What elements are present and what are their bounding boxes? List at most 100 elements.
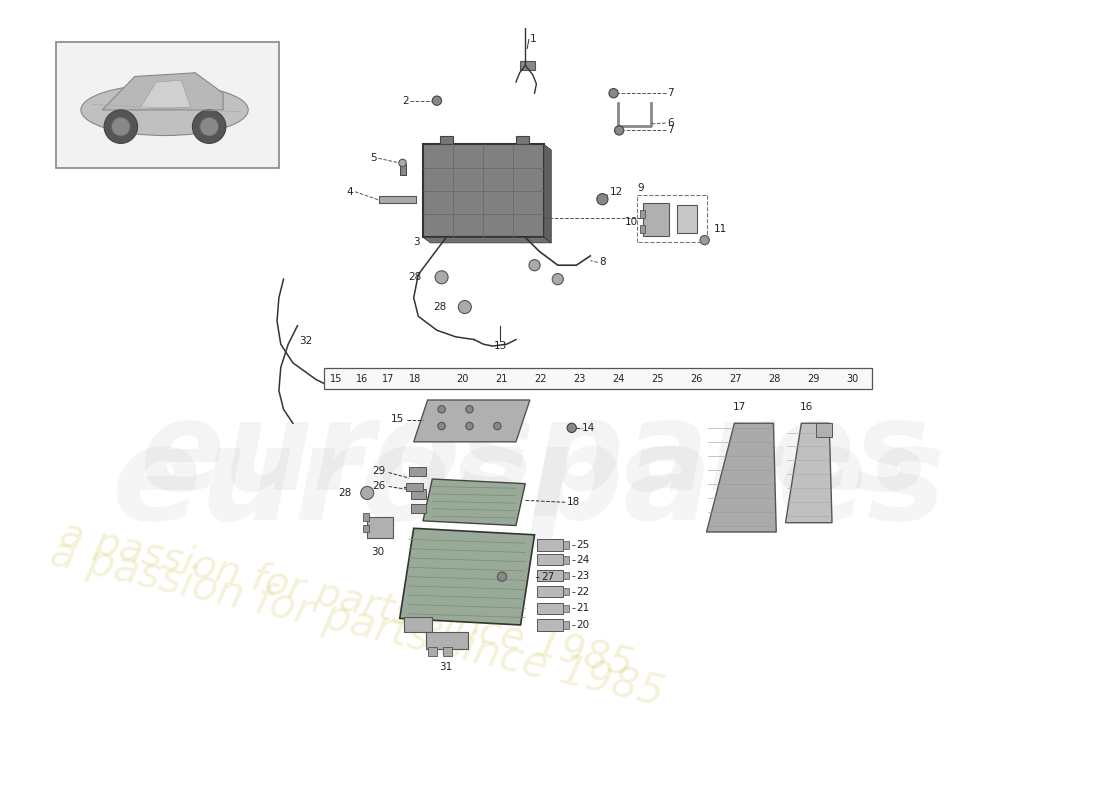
Text: 29: 29 <box>373 466 386 476</box>
Text: 14: 14 <box>582 423 595 433</box>
Bar <box>363 514 370 521</box>
Polygon shape <box>706 423 777 532</box>
Polygon shape <box>140 80 190 109</box>
Bar <box>363 525 370 532</box>
Text: 8: 8 <box>600 258 606 267</box>
Text: 15: 15 <box>392 414 405 423</box>
Text: 3: 3 <box>414 237 420 247</box>
Circle shape <box>609 89 618 98</box>
Text: 22: 22 <box>534 374 547 384</box>
Bar <box>639 226 646 233</box>
Text: 10: 10 <box>625 217 638 226</box>
Bar <box>440 136 453 144</box>
Bar <box>406 482 424 491</box>
Text: 11: 11 <box>714 224 727 234</box>
Text: 15: 15 <box>330 374 343 384</box>
Bar <box>379 197 417 203</box>
Circle shape <box>568 423 576 433</box>
Text: 17: 17 <box>383 374 395 384</box>
Bar <box>537 602 563 614</box>
Circle shape <box>361 486 374 499</box>
Circle shape <box>111 118 130 136</box>
Bar <box>428 647 437 656</box>
Circle shape <box>497 572 507 582</box>
Text: 28: 28 <box>768 374 781 384</box>
Text: 9: 9 <box>638 183 645 193</box>
Polygon shape <box>424 238 551 243</box>
Text: 20: 20 <box>576 620 590 630</box>
Text: eurospares: eurospares <box>111 420 946 547</box>
Circle shape <box>436 270 448 284</box>
Text: 26: 26 <box>690 374 703 384</box>
Text: 25: 25 <box>651 374 663 384</box>
Circle shape <box>438 422 446 430</box>
Text: 23: 23 <box>576 570 590 581</box>
Circle shape <box>200 118 219 136</box>
Bar <box>537 619 563 630</box>
Text: 5: 5 <box>370 154 376 163</box>
Polygon shape <box>399 528 535 625</box>
Polygon shape <box>102 73 223 110</box>
Bar <box>563 542 569 549</box>
Text: 21: 21 <box>576 603 590 614</box>
Bar <box>676 205 697 233</box>
Bar <box>537 554 563 566</box>
Bar <box>426 633 467 649</box>
Bar <box>399 164 406 175</box>
Bar <box>411 504 426 514</box>
Bar <box>644 203 669 236</box>
Text: 16: 16 <box>801 402 814 413</box>
Circle shape <box>438 406 446 413</box>
Text: 32: 32 <box>299 337 312 346</box>
Circle shape <box>700 235 710 245</box>
Text: 24: 24 <box>576 555 590 565</box>
Circle shape <box>529 260 540 270</box>
Text: 23: 23 <box>573 374 585 384</box>
Text: 1: 1 <box>530 34 537 44</box>
Text: 7: 7 <box>668 126 674 135</box>
Text: 6: 6 <box>668 118 674 128</box>
Text: 4: 4 <box>346 186 353 197</box>
Circle shape <box>432 96 441 106</box>
Bar <box>537 586 563 597</box>
Text: 12: 12 <box>609 186 623 197</box>
Bar <box>563 588 569 595</box>
Text: 21: 21 <box>495 374 507 384</box>
Circle shape <box>465 422 473 430</box>
Bar <box>56 42 279 167</box>
Bar <box>442 647 452 656</box>
Polygon shape <box>424 479 525 526</box>
Bar <box>563 605 569 612</box>
Circle shape <box>192 110 226 143</box>
Bar <box>537 539 563 550</box>
Polygon shape <box>543 144 551 243</box>
Polygon shape <box>785 423 832 522</box>
Text: 17: 17 <box>733 402 746 413</box>
Bar <box>519 61 535 70</box>
Bar <box>563 622 569 629</box>
Text: 13: 13 <box>494 341 507 351</box>
Circle shape <box>494 422 502 430</box>
Text: 18: 18 <box>408 374 420 384</box>
Text: a passion for parts since 1985: a passion for parts since 1985 <box>46 532 669 714</box>
Circle shape <box>459 301 471 314</box>
Text: 28: 28 <box>408 272 421 282</box>
Text: 2: 2 <box>403 96 409 106</box>
Text: 27: 27 <box>729 374 741 384</box>
Bar <box>424 144 543 238</box>
Text: 16: 16 <box>356 374 369 384</box>
Circle shape <box>552 274 563 285</box>
Circle shape <box>399 159 406 166</box>
Ellipse shape <box>81 84 249 135</box>
Text: 22: 22 <box>576 586 590 597</box>
Text: 20: 20 <box>455 374 469 384</box>
Text: 29: 29 <box>807 374 820 384</box>
Text: 25: 25 <box>576 540 590 550</box>
Polygon shape <box>816 423 832 437</box>
Circle shape <box>465 406 473 413</box>
Circle shape <box>615 126 624 135</box>
Text: eurospares: eurospares <box>140 395 930 516</box>
Text: 7: 7 <box>668 88 674 98</box>
Text: a passion for parts since 1985: a passion for parts since 1985 <box>56 515 637 685</box>
Polygon shape <box>414 400 530 442</box>
